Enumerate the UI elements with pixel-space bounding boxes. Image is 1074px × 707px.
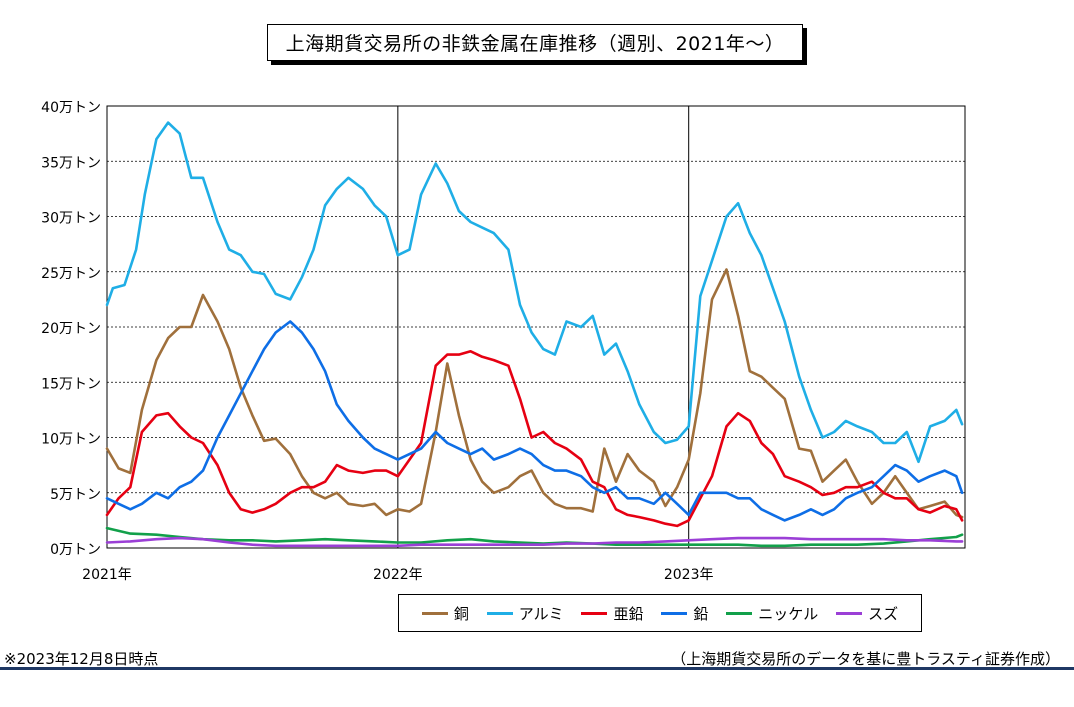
y-tick-label: 40万トン (41, 100, 101, 116)
legend-swatch (581, 611, 608, 615)
series-line-アルミ (105, 121, 964, 464)
legend-swatch (836, 611, 863, 615)
series-line-銅 (105, 268, 964, 519)
x-tick-label: 2023年 (664, 567, 714, 583)
y-tick-label: 10万トン (41, 432, 101, 448)
legend-label: スズ (868, 604, 899, 623)
legend-item: スズ (836, 603, 898, 624)
chart-title-text: 上海期貨交易所の非鉄金属在庫推移（週別、2021年～） (285, 33, 785, 55)
legend-label: 亜鉛 (613, 604, 644, 623)
series-line-スズ (105, 536, 964, 548)
legend-swatch (486, 611, 513, 615)
series-line-亜鉛 (105, 350, 964, 528)
legend-item: 亜鉛 (581, 603, 644, 624)
x-tick-label: 2022年 (373, 567, 423, 583)
source-note: （上海期貨交易所のデータを基に豊トラスティ証券作成） (671, 650, 1060, 668)
y-tick-label: 30万トン (41, 211, 101, 227)
legend-label: アルミ (518, 604, 564, 623)
legend-item: 鉛 (661, 603, 708, 624)
legend-swatch (421, 611, 448, 615)
chart-legend: 銅 アルミ 亜鉛 鉛 ニッケル スズ (398, 594, 922, 632)
y-tick-label: 15万トン (41, 376, 101, 392)
y-tick-label: 35万トン (41, 155, 101, 171)
series-line-鉛 (105, 320, 964, 522)
legend-swatch (661, 611, 688, 615)
bottom-divider (0, 667, 1074, 670)
y-tick-label: 20万トン (41, 321, 101, 337)
legend-swatch (726, 611, 753, 615)
y-tick-label: 25万トン (41, 266, 101, 282)
legend-item: ニッケル (726, 603, 818, 624)
legend-label: 鉛 (693, 604, 709, 623)
legend-label: ニッケル (758, 604, 819, 623)
legend-item: 銅 (421, 603, 469, 624)
y-tick-label: 5万トン (50, 487, 101, 503)
y-tick-label: 0万トン (50, 542, 101, 558)
x-tick-label: 2021年 (82, 567, 132, 583)
chart-title: 上海期貨交易所の非鉄金属在庫推移（週別、2021年～） (267, 24, 803, 61)
footnote: ※2023年12月8日時点 (4, 650, 159, 668)
legend-item: アルミ (486, 603, 564, 624)
legend-label: 銅 (453, 604, 469, 623)
